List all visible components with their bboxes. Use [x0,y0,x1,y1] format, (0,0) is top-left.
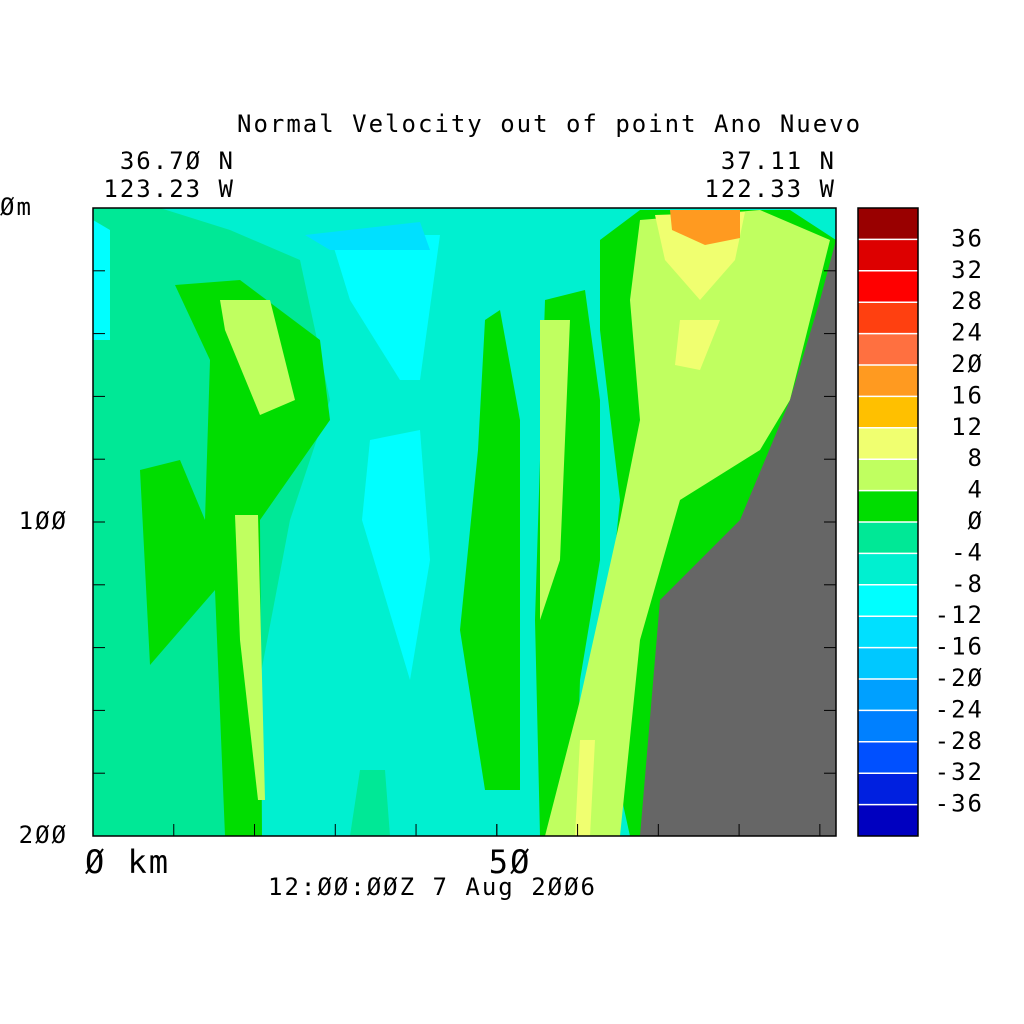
chart-title: Normal Velocity out of point Ano Nuevo [237,110,862,138]
colorbar-band [858,333,918,365]
x-tick-label: Ø km [85,843,170,881]
colorbar-label: -32 [935,758,984,786]
colorbar-band [858,804,918,836]
right-longitude: 122.33 W [704,175,836,203]
contour-region [235,515,265,800]
colorbar-band [858,773,918,805]
colorbar-label: 8 [968,444,984,472]
x-tick-label: 5Ø [489,843,532,881]
colorbar-label: -4 [951,538,984,566]
colorbar-band [858,490,918,522]
contour-region [675,320,720,370]
colorbar-label: 32 [951,256,984,284]
y-tick-label: Øm [0,193,33,221]
left-latitude: 36.7Ø N [120,147,235,175]
colorbar-label: 36 [951,224,984,252]
left-longitude: 123.23 W [103,175,235,203]
contour-region [545,210,830,836]
time-label: 12:ØØ:ØØZ 7 Aug 2ØØ6 [268,873,597,901]
colorbar-band [858,553,918,585]
contour-region [362,430,430,680]
y-tick-label: 1ØØ [19,507,68,535]
colorbar-band [858,459,918,491]
colorbar-label: -8 [951,570,984,598]
colorbar-band [858,647,918,679]
colorbar-label: -2Ø [935,664,984,692]
contour-region [305,222,430,250]
colorbar-label: -24 [935,695,984,723]
colorbar-frame [857,207,919,837]
contour-region [460,310,520,790]
contour-region [670,210,740,245]
colorbar-band [858,208,918,240]
contour-region [330,235,440,380]
colorbar-label: 24 [951,319,984,347]
y-tick-label: 2ØØ [19,821,68,849]
colorbar-label: 2Ø [951,350,984,378]
colorbar-label: 12 [951,413,984,441]
contour-region [93,220,110,340]
colorbar-band [858,270,918,303]
contour-region [540,320,570,620]
colorbar-band [858,741,918,774]
contour-region [575,740,595,836]
colorbar-label: 4 [968,476,984,504]
colorbar-label: 28 [951,287,984,315]
colorbar-band [858,302,918,334]
colorbar-label: -36 [935,790,984,818]
contour-region [220,300,295,415]
colorbar-band [858,365,918,397]
right-latitude: 37.11 N [721,147,836,175]
colorbar-band [858,584,918,617]
colorbar-label: -28 [935,727,984,755]
colorbar-band [858,427,918,460]
colorbar-band [858,616,918,648]
colorbar-label: -16 [935,633,984,661]
contour-field [92,207,837,837]
colorbar-band [858,710,918,742]
colorbar-band [858,679,918,711]
contour-region [350,770,390,836]
land-mask [640,240,836,836]
colorbar-band [858,239,918,271]
colorbar-band [858,396,918,428]
colorbar-band [858,522,918,554]
colorbar-label: 16 [951,381,984,409]
colorbar-label: Ø [968,507,984,535]
contour-region [140,280,330,836]
colorbar-label: -12 [935,601,984,629]
